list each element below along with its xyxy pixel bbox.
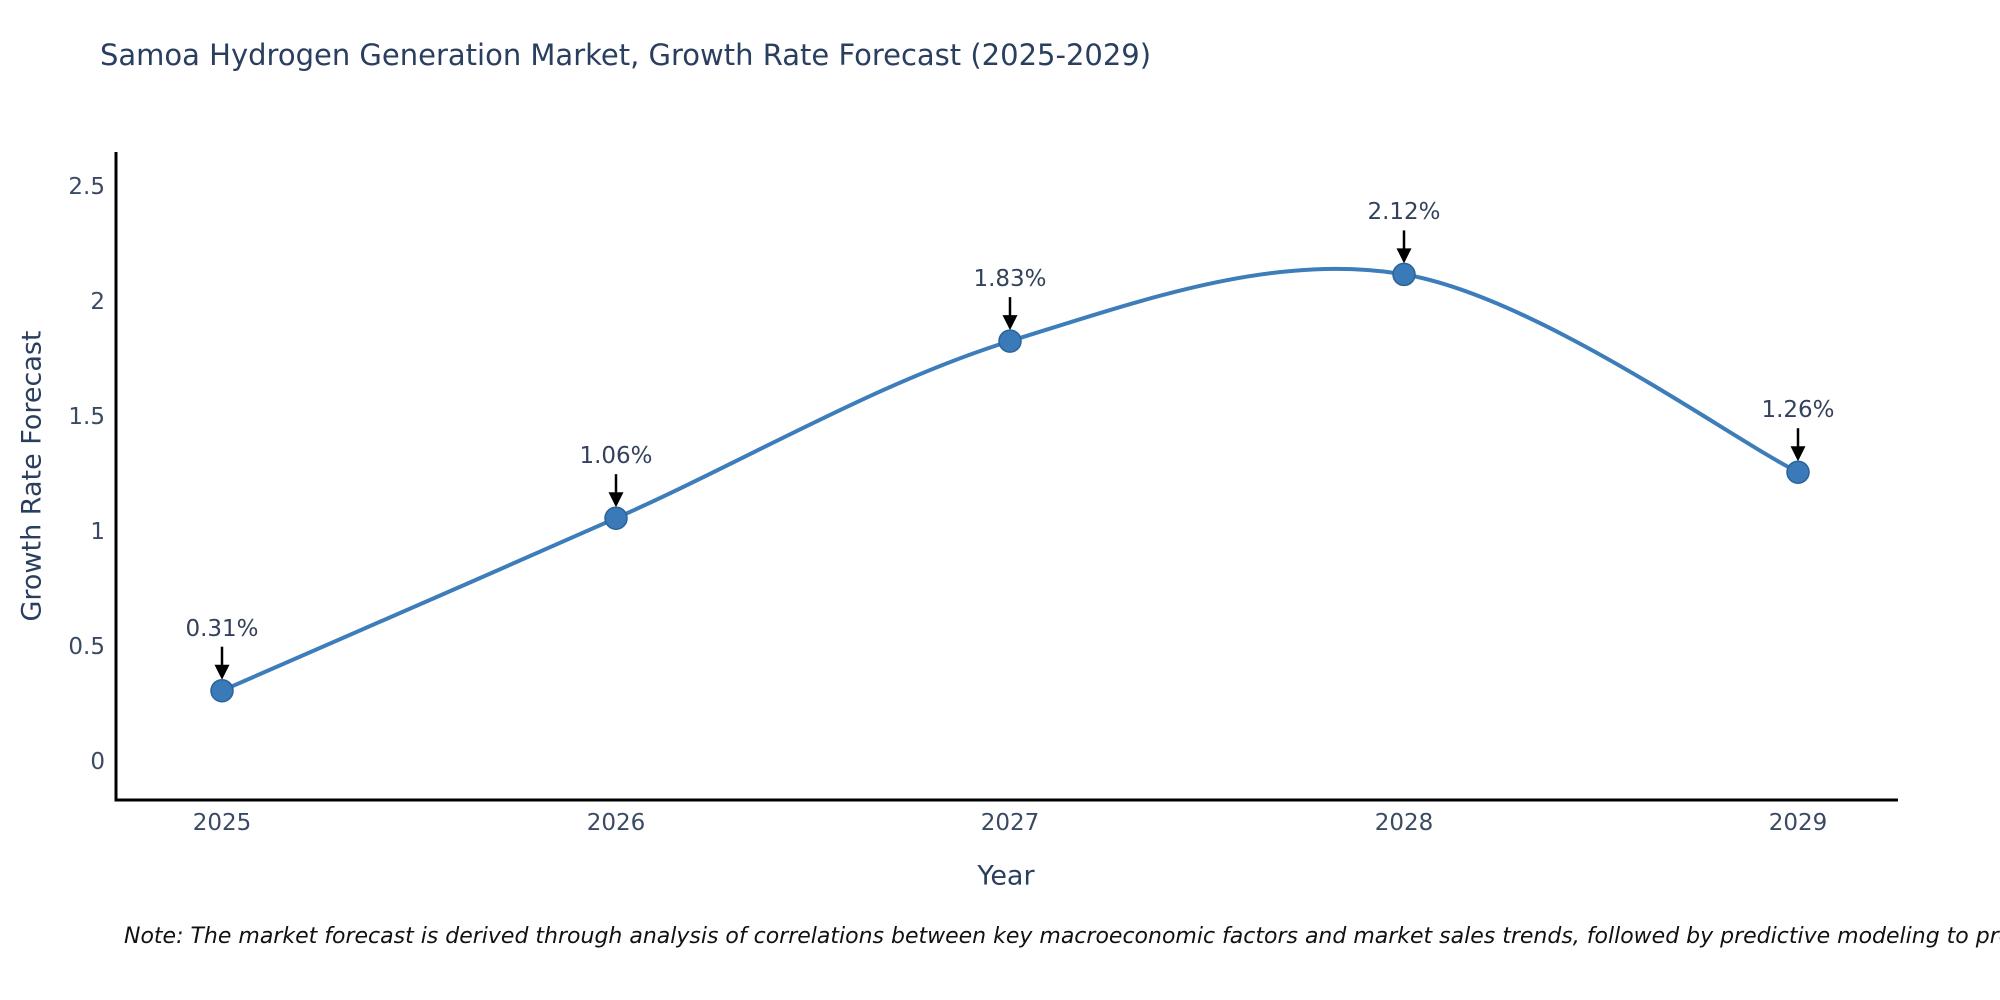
annotation-arrows <box>214 230 1806 680</box>
y-tick-label: 1.5 <box>68 404 105 430</box>
data-point-marker <box>1786 460 1810 484</box>
footnote: Note: The market forecast is derived thr… <box>124 924 2000 949</box>
chart-title: Samoa Hydrogen Generation Market, Growth… <box>100 38 1152 72</box>
x-tick-label: 2025 <box>192 810 252 836</box>
x-tick-label: 2028 <box>1374 810 1434 836</box>
data-point-marker <box>998 329 1022 353</box>
data-point-marker <box>1392 262 1416 287</box>
annotation-arrow-head <box>608 492 624 508</box>
x-tick-label: 2027 <box>980 810 1040 836</box>
x-axis-title: Year <box>977 860 1035 892</box>
point-label: 1.83% <box>973 266 1047 293</box>
x-tick-label: 2026 <box>586 810 646 836</box>
point-label: 2.12% <box>1367 199 1441 226</box>
data-point-marker <box>210 678 234 703</box>
point-label: 1.06% <box>579 443 653 470</box>
data-points <box>210 262 1810 703</box>
data-point-marker <box>604 506 628 530</box>
annotation-arrow-head <box>1790 446 1806 462</box>
y-tick-label: 0.5 <box>68 634 105 660</box>
y-axis-title: Growth Rate Forecast <box>16 330 48 622</box>
y-tick-label: 2 <box>90 289 105 315</box>
annotation-arrow-head <box>214 664 230 680</box>
x-tick-label: 2029 <box>1768 810 1828 836</box>
annotation-arrow-head <box>1396 248 1412 264</box>
point-label: 0.31% <box>185 615 259 642</box>
y-tick-label: 1 <box>90 519 105 545</box>
point-label: 1.26% <box>1761 397 1835 424</box>
annotation-arrow-head <box>1002 315 1018 331</box>
y-tick-label: 2.5 <box>68 174 105 200</box>
y-tick-label: 0 <box>90 749 105 775</box>
